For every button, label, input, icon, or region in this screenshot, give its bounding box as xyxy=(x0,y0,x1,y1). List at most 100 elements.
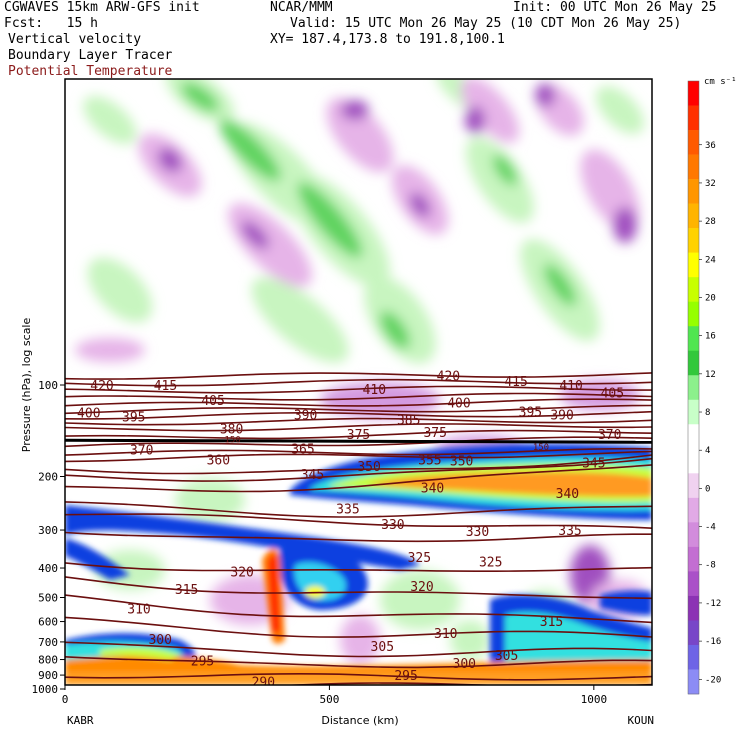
colorbar-label: -8 xyxy=(705,561,716,571)
header-init: Init: 00 UTC Mon 26 May 25 xyxy=(513,0,717,15)
special-contour-label: 150 xyxy=(225,435,241,445)
colorbar-label: 36 xyxy=(705,141,716,151)
theta-contour-355 xyxy=(65,454,652,475)
colorbar-segment xyxy=(688,228,699,253)
colorbar-label: 16 xyxy=(705,332,716,342)
x-tick-label: 0 xyxy=(62,693,69,706)
theta-label: 340 xyxy=(556,487,579,502)
colorbar-segment xyxy=(688,154,699,180)
theta-label: 370 xyxy=(598,428,621,443)
header-title: CGWAVES 15km ARW-GFS init xyxy=(4,0,200,15)
theta-contour-380 xyxy=(65,423,652,432)
colorbar-segment xyxy=(688,620,699,646)
theta-contour-385 xyxy=(65,417,652,426)
tropopause-line xyxy=(65,438,652,444)
field-boundary-layer-tracer: Boundary Layer Tracer xyxy=(8,48,173,63)
colorbar-segment xyxy=(688,203,699,229)
theta-label: 390 xyxy=(550,408,573,423)
colorbar-segment xyxy=(688,252,699,278)
x-axis: 0 500 1000 xyxy=(62,685,607,706)
colorbar-label: -20 xyxy=(705,675,721,685)
colorbar-segment xyxy=(688,375,699,401)
theta-label: 290 xyxy=(252,676,275,691)
colorbar-segment xyxy=(688,399,699,425)
theta-contour-375 xyxy=(65,429,652,440)
theta-contour-335 xyxy=(65,513,652,529)
field-potential-temperature: Potential Temperature xyxy=(8,64,173,79)
colorbar-segment xyxy=(688,595,699,621)
theta-label: 390 xyxy=(294,408,317,423)
potential-temperature-labels: 420 415 405 410 420 415 410 405 400 395 390 400 395 3… xyxy=(77,369,624,691)
header-valid: Valid: 15 UTC Mon 26 May 25 (10 CDT Mon … xyxy=(290,16,682,31)
theta-label: 370 xyxy=(130,444,153,459)
colorbar-label: 4 xyxy=(705,446,710,456)
theta-contour-390 xyxy=(65,410,652,420)
theta-contour-315 xyxy=(65,594,652,624)
colorbar-segment xyxy=(688,179,699,204)
theta-contour-395 xyxy=(65,404,652,415)
colorbar-segment xyxy=(688,301,699,327)
theta-contour-330 xyxy=(65,531,652,543)
colorbar-segment xyxy=(688,669,699,695)
y-tick-label: 100 xyxy=(38,379,58,392)
theta-label: 300 xyxy=(148,633,171,648)
colorbar: 36 32 28 24 20 16 12 8 4 0 -4 -8 -12 -16 -20 xyxy=(687,80,721,695)
theta-contour-325 xyxy=(65,562,652,573)
tracer-right-lower-cyan xyxy=(505,612,652,670)
tracer-mid-green xyxy=(100,647,180,660)
theta-contour-295 xyxy=(65,672,652,681)
theta-label: 415 xyxy=(154,379,177,394)
theta-label: 335 xyxy=(336,503,359,518)
theta-label: 310 xyxy=(434,627,457,642)
upward-motion-cores xyxy=(181,82,577,349)
theta-label: 405 xyxy=(601,387,624,402)
theta-contour-400 xyxy=(65,398,652,407)
boundary-layer-tracer xyxy=(65,443,652,685)
colorbar-segment xyxy=(688,424,699,450)
theta-label: 330 xyxy=(381,518,404,533)
theta-contour-310 xyxy=(65,616,652,638)
theta-label: 405 xyxy=(201,394,224,409)
y-tick-label: 200 xyxy=(38,471,58,484)
theta-contour-345 xyxy=(65,464,652,493)
theta-label: 350 xyxy=(450,454,473,469)
downward-motion-cores xyxy=(157,83,637,249)
tracer-mid-layer-2 xyxy=(65,538,130,580)
theta-label: 350 xyxy=(357,460,380,475)
tracer-upper-plume-orange xyxy=(370,472,652,497)
y-tick-label: 900 xyxy=(38,669,58,682)
colorbar-segment xyxy=(688,130,699,155)
theta-label: 320 xyxy=(410,580,433,595)
theta-label: 375 xyxy=(347,428,370,443)
theta-contour-410 xyxy=(65,385,652,394)
theta-label: 400 xyxy=(77,406,100,421)
y-tick-label: 400 xyxy=(38,562,58,575)
field-vertical-velocity: Vertical velocity xyxy=(8,32,142,47)
x-axis-label: Distance (km) xyxy=(321,714,398,727)
theta-contour-300 xyxy=(65,656,652,669)
colorbar-segment xyxy=(688,326,699,352)
left-endpoint-label: KABR xyxy=(67,714,94,727)
theta-contour-370 xyxy=(65,436,652,448)
colorbar-frame xyxy=(687,80,700,695)
plot-area: 420 415 405 410 420 415 410 405 400 395 390 400 395 3… xyxy=(65,79,652,691)
theta-label: 345 xyxy=(301,468,324,483)
theta-label: 320 xyxy=(230,565,253,580)
tracer-right-edge xyxy=(600,590,652,616)
theta-contour-350 xyxy=(65,457,652,482)
theta-label: 345 xyxy=(582,457,605,472)
colorbar-segment xyxy=(688,350,699,376)
theta-contour-340 xyxy=(65,501,652,518)
potential-temperature-contours xyxy=(65,372,652,685)
theta-label: 365 xyxy=(291,443,314,458)
theta-label: 400 xyxy=(447,396,470,411)
colorbar-label: -16 xyxy=(705,637,721,647)
theta-contour-320 xyxy=(65,576,652,600)
y-tick-label: 500 xyxy=(38,591,58,604)
theta-label: 340 xyxy=(421,481,444,496)
colorbar-segment xyxy=(688,644,699,670)
theta-label: 300 xyxy=(453,657,476,672)
theta-label: 295 xyxy=(394,669,417,684)
theta-contour-420 xyxy=(65,372,652,380)
